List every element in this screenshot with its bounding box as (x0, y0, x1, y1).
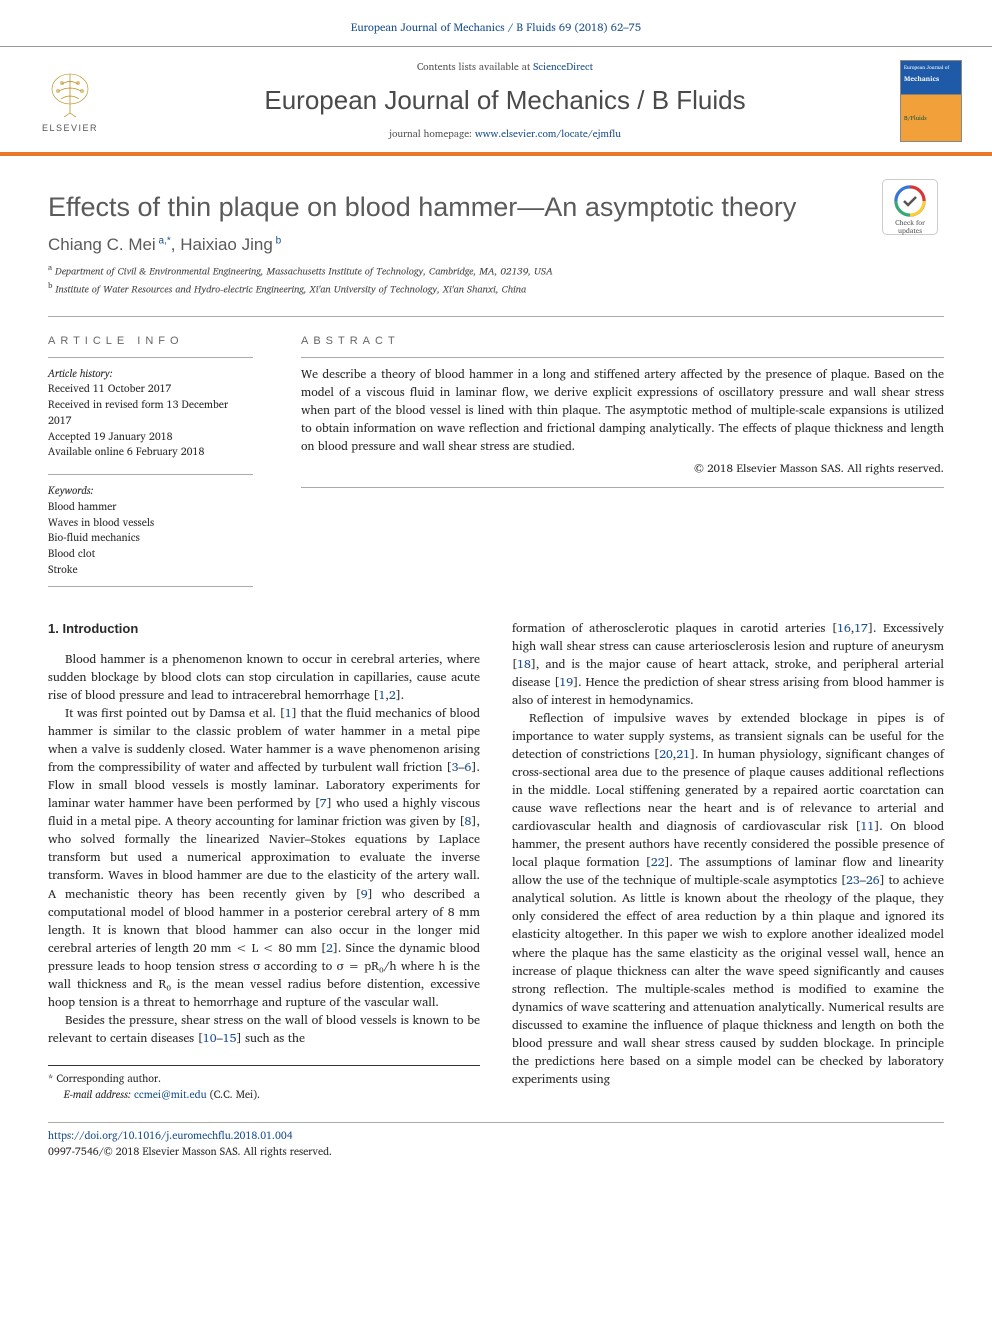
keywords-block: Keywords: Blood hammer Waves in blood ve… (48, 474, 253, 587)
affiliations: a Department of Civil & Environmental En… (48, 261, 944, 298)
article-info-column: ARTICLE INFO Article history: Received 1… (48, 335, 253, 587)
homepage-link[interactable]: www.elsevier.com/locate/ejmflu (475, 126, 621, 142)
crossmark-badge[interactable]: Check for updates (882, 179, 938, 235)
abstract-column: ABSTRACT We describe a theory of blood h… (301, 335, 944, 587)
ref-link[interactable]: 15 (223, 1028, 237, 1048)
affiliation-b: Institute of Water Resources and Hydro-e… (55, 282, 526, 298)
abstract-text: We describe a theory of blood hammer in … (301, 357, 944, 488)
ref-link[interactable]: 18 (517, 654, 531, 674)
running-head: European Journal of Mechanics / B Fluids… (0, 0, 992, 46)
page-footer: https://doi.org/10.1016/j.euromechflu.20… (0, 1102, 992, 1184)
email-link[interactable]: ccmei@mit.edu (134, 1085, 207, 1103)
revised-date: Received in revised form 13 December 201… (48, 395, 228, 429)
ref-link[interactable]: 11 (861, 816, 875, 836)
body-paragraph: Reflection of impulsive waves by extende… (512, 709, 944, 1088)
section-heading: 1. Introduction (48, 619, 480, 638)
publisher-logo: ELSEVIER (30, 69, 110, 133)
ref-link[interactable]: 10 (203, 1028, 217, 1048)
online-date: Available online 6 February 2018 (48, 442, 204, 460)
ref-link[interactable]: 16 (837, 618, 851, 638)
publisher-name: ELSEVIER (30, 123, 110, 133)
journal-bar: ELSEVIER Contents lists available at Sci… (0, 46, 992, 156)
crossmark-label: Check for updates (883, 220, 937, 235)
author-link[interactable]: Haixiao Jing (180, 235, 273, 254)
ref-link[interactable]: 19 (559, 672, 573, 692)
ref-link[interactable]: 7 (320, 793, 327, 813)
ref-link[interactable]: 22 (651, 852, 665, 872)
elsevier-tree-icon (44, 69, 96, 121)
keyword: Stroke (48, 560, 78, 578)
ref-link[interactable]: 2 (326, 938, 333, 958)
ref-link[interactable]: 17 (854, 618, 868, 638)
author-affil-sup: b (273, 235, 281, 246)
issn-copyright: 0997-7546/© 2018 Elsevier Masson SAS. Al… (48, 1142, 332, 1160)
corresponding-mark: * (48, 1069, 53, 1087)
article-body: 1. Introduction Blood hammer is a phenom… (0, 587, 992, 1103)
ref-link[interactable]: 1 (285, 703, 292, 723)
author-affil-sup: a,* (156, 235, 171, 246)
contents-list-line: Contents lists available at ScienceDirec… (110, 59, 900, 75)
article-title: Effects of thin plaque on blood hammer—A… (48, 192, 944, 223)
journal-cover-thumbnail: European Journal of Mechanics B/Fluids (900, 60, 962, 142)
article-info-heading: ARTICLE INFO (48, 335, 253, 347)
email-label: E-mail address: (64, 1085, 131, 1103)
author-link[interactable]: Chiang C. Mei (48, 235, 156, 254)
crossmark-icon (894, 185, 926, 217)
sciencedirect-link[interactable]: ScienceDirect (533, 59, 593, 75)
meta-row: ARTICLE INFO Article history: Received 1… (48, 316, 944, 587)
history-block: Article history: Received 11 October 201… (48, 357, 253, 461)
citation-link[interactable]: European Journal of Mechanics / B Fluids… (351, 18, 641, 36)
authors-line: Chiang C. Mei a,*, Haixiao Jing b (48, 235, 944, 255)
body-paragraph: Blood hammer is a phenomenon known to oc… (48, 650, 480, 704)
body-paragraph: Besides the pressure, shear stress on th… (48, 1011, 480, 1047)
body-paragraph: formation of atherosclerotic plaques in … (512, 619, 944, 709)
ref-link[interactable]: 23 (846, 870, 860, 890)
ref-link[interactable]: 21 (676, 744, 690, 764)
affiliation-a: Department of Civil & Environmental Engi… (55, 263, 553, 279)
ref-link[interactable]: 9 (361, 884, 368, 904)
body-paragraph: It was first pointed out by Damsa et al.… (48, 704, 480, 1011)
email-author: (C.C. Mei). (210, 1085, 260, 1103)
abstract-heading: ABSTRACT (301, 335, 944, 347)
article-head: Effects of thin plaque on blood hammer—A… (0, 156, 992, 298)
homepage-line: journal homepage: www.elsevier.com/locat… (110, 126, 900, 142)
ref-link[interactable]: 20 (659, 744, 673, 764)
journal-name: European Journal of Mechanics / B Fluids (110, 85, 900, 116)
footnote-block: * Corresponding author. E-mail address: … (48, 1065, 480, 1103)
journal-center: Contents lists available at ScienceDirec… (110, 59, 900, 142)
abstract-copyright: © 2018 Elsevier Masson SAS. All rights r… (301, 460, 944, 477)
ref-link[interactable]: 2 (389, 685, 396, 705)
ref-link[interactable]: 26 (866, 870, 880, 890)
